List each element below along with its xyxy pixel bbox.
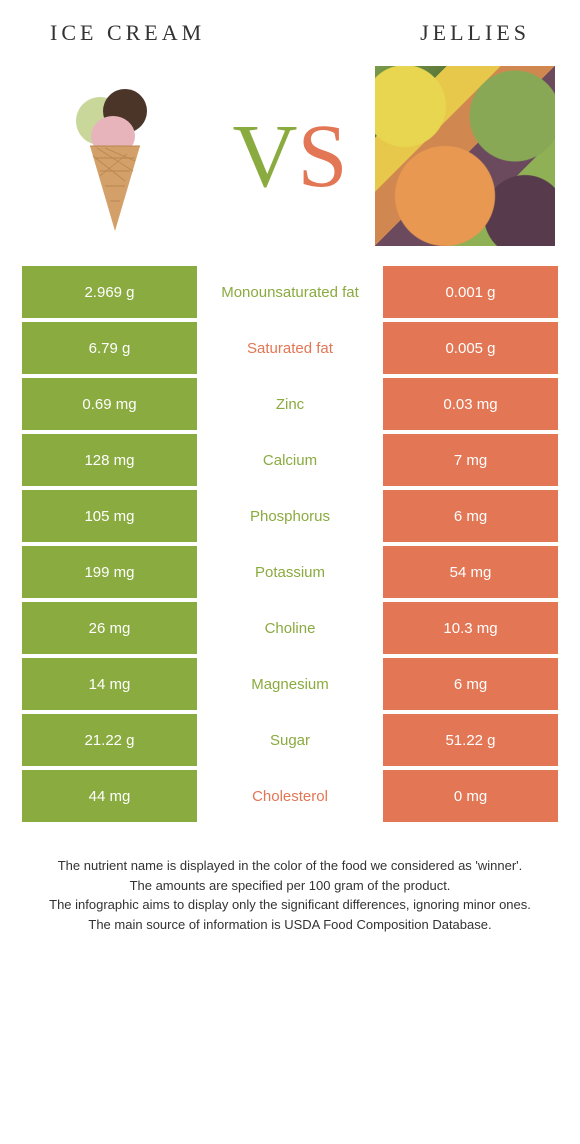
jellies-image <box>375 66 555 246</box>
table-row: 26 mgCholine10.3 mg <box>22 602 558 654</box>
right-value: 0 mg <box>383 770 558 822</box>
nutrient-label: Saturated fat <box>197 322 383 374</box>
footer-line: The nutrient name is displayed in the co… <box>25 856 555 876</box>
right-value: 10.3 mg <box>383 602 558 654</box>
table-row: 21.22 gSugar51.22 g <box>22 714 558 766</box>
nutrient-label: Choline <box>197 602 383 654</box>
nutrient-label: Magnesium <box>197 658 383 710</box>
table-row: 14 mgMagnesium6 mg <box>22 658 558 710</box>
vs-s: S <box>297 107 347 206</box>
footer-line: The infographic aims to display only the… <box>25 895 555 915</box>
left-value: 21.22 g <box>22 714 197 766</box>
right-value: 0.03 mg <box>383 378 558 430</box>
right-value: 6 mg <box>383 658 558 710</box>
nutrient-label: Sugar <box>197 714 383 766</box>
nutrient-label: Potassium <box>197 546 383 598</box>
left-value: 105 mg <box>22 490 197 542</box>
table-row: 6.79 gSaturated fat0.005 g <box>22 322 558 374</box>
right-value: 54 mg <box>383 546 558 598</box>
right-food-title: Jellies <box>420 20 530 46</box>
table-row: 44 mgCholesterol0 mg <box>22 770 558 822</box>
nutrient-label: Phosphorus <box>197 490 383 542</box>
ice-cream-image <box>25 66 205 246</box>
left-value: 2.969 g <box>22 266 197 318</box>
table-row: 0.69 mgZinc0.03 mg <box>22 378 558 430</box>
left-value: 14 mg <box>22 658 197 710</box>
nutrient-label: Monounsaturated fat <box>197 266 383 318</box>
left-value: 44 mg <box>22 770 197 822</box>
right-value: 6 mg <box>383 490 558 542</box>
table-row: 105 mgPhosphorus6 mg <box>22 490 558 542</box>
table-row: 2.969 gMonounsaturated fat0.001 g <box>22 266 558 318</box>
images-row: VS <box>0 56 580 266</box>
vs-label: VS <box>232 105 347 208</box>
nutrient-label: Calcium <box>197 434 383 486</box>
right-value: 0.005 g <box>383 322 558 374</box>
header: Ice cream Jellies <box>0 0 580 56</box>
right-value: 0.001 g <box>383 266 558 318</box>
footer-notes: The nutrient name is displayed in the co… <box>0 826 580 934</box>
nutrient-label: Cholesterol <box>197 770 383 822</box>
table-row: 199 mgPotassium54 mg <box>22 546 558 598</box>
left-value: 128 mg <box>22 434 197 486</box>
nutrient-table: 2.969 gMonounsaturated fat0.001 g6.79 gS… <box>0 266 580 822</box>
footer-line: The amounts are specified per 100 gram o… <box>25 876 555 896</box>
footer-line: The main source of information is USDA F… <box>25 915 555 935</box>
left-value: 199 mg <box>22 546 197 598</box>
left-value: 0.69 mg <box>22 378 197 430</box>
left-food-title: Ice cream <box>50 20 205 46</box>
left-value: 6.79 g <box>22 322 197 374</box>
nutrient-label: Zinc <box>197 378 383 430</box>
table-row: 128 mgCalcium7 mg <box>22 434 558 486</box>
right-value: 51.22 g <box>383 714 558 766</box>
vs-v: V <box>232 107 297 206</box>
left-value: 26 mg <box>22 602 197 654</box>
right-value: 7 mg <box>383 434 558 486</box>
